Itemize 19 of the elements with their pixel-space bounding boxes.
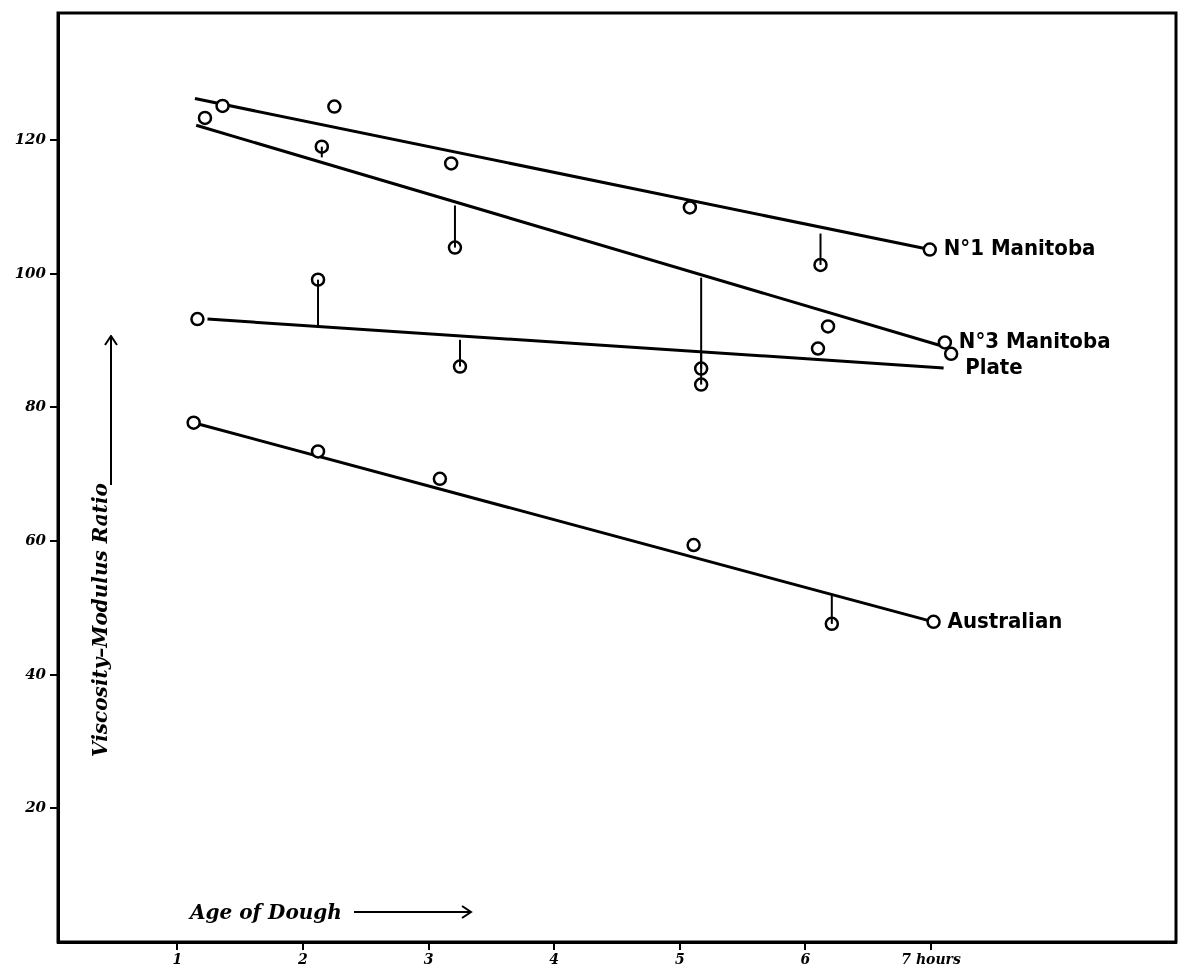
- y-tick-label: 100: [14, 263, 47, 282]
- y-tick-label: 40: [25, 664, 47, 683]
- x-tick-label: 3: [423, 951, 434, 968]
- y-tick-label: 60: [25, 530, 47, 549]
- series-label: N°3 Manitoba: [958, 328, 1111, 354]
- y-tick-label: 120: [14, 129, 47, 148]
- x-tick-label: 5: [674, 951, 685, 968]
- y-tick-label: 20: [24, 798, 47, 817]
- series-label: N°1 Manitoba: [943, 235, 1096, 261]
- series-label: Plate: [965, 354, 1023, 380]
- x-tick-label: 1: [172, 951, 183, 968]
- y-axis-title: Viscosity–Modulus Ratio: [88, 483, 112, 757]
- x-tick-label: 7 hours: [901, 951, 961, 968]
- y-tick-label: 80: [25, 397, 47, 416]
- x-tick-label: 4: [549, 951, 560, 968]
- x-axis-title: Age of Dough: [190, 900, 342, 924]
- x-tick-label: 6: [800, 951, 811, 968]
- x-tick-label: 2: [297, 951, 309, 968]
- series-label: Australian: [947, 607, 1063, 633]
